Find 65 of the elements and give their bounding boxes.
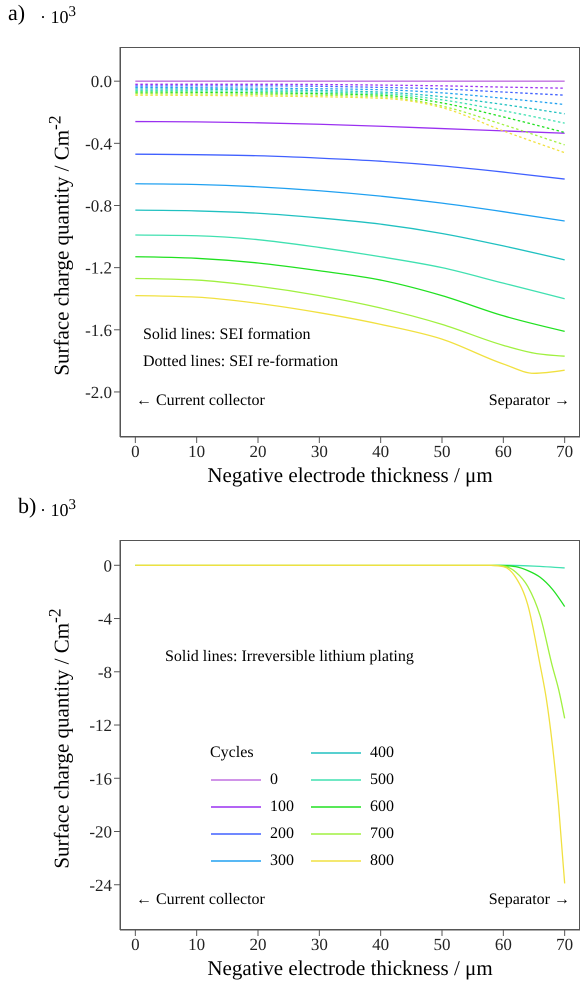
- line-series: [134, 85, 566, 96]
- x-tick-label: 10: [188, 442, 206, 462]
- y-tick-label: -4: [98, 610, 112, 629]
- legend-label: 500: [370, 770, 394, 788]
- legend-label: 800: [370, 852, 394, 870]
- chart-title: a): [8, 0, 26, 26]
- line-series: [134, 209, 566, 261]
- y-tick-label: -1.2: [85, 258, 112, 278]
- x-axis-title: Negative electrode thickness / μm: [206, 956, 494, 981]
- legend-label: 700: [370, 824, 394, 842]
- y-tick-label: -0.4: [85, 134, 112, 154]
- y-tick-label: -0.8: [85, 196, 112, 216]
- text: · 10$^{3}$: [40, 497, 76, 521]
- x-tick-label: 70: [556, 935, 574, 954]
- legend-title: Cycles: [210, 744, 254, 762]
- y-tick-label: -2.0: [85, 382, 112, 402]
- x-tick-label: 50: [434, 935, 450, 954]
- line-series: [134, 234, 566, 300]
- x-axis-title: Negative electrode thickness / μm: [206, 463, 494, 488]
- line-series: [134, 183, 566, 222]
- x-tick-label: 10: [188, 935, 206, 954]
- y-tick-label: 0: [104, 556, 112, 576]
- y-tick-label: 0.0: [90, 72, 112, 92]
- x-tick-label: 20: [250, 935, 266, 954]
- legend-label: 100: [270, 798, 294, 816]
- legend-label: 300: [270, 852, 294, 870]
- x-tick-label: 20: [250, 442, 266, 462]
- x-tick-label: 40: [372, 442, 390, 462]
- legend-label: 0: [270, 770, 278, 788]
- annotation: ← Current collector: [136, 891, 265, 909]
- x-tick-label: 30: [310, 935, 328, 954]
- x-tick-label: 60: [494, 442, 512, 462]
- chart-title: b): [18, 493, 36, 519]
- legend-label: 600: [370, 798, 394, 816]
- x-tick-label: 60: [494, 935, 512, 954]
- annotation: Separator →: [488, 392, 570, 410]
- annotation: ← Current collector: [136, 392, 265, 410]
- line-series: [134, 154, 566, 180]
- x-tick-label: 70: [556, 442, 574, 462]
- line-series: [134, 92, 566, 146]
- annotation: Solid lines: Irreversible lithium plating: [165, 648, 414, 666]
- annotation: Separator →: [488, 891, 570, 909]
- line-series: [134, 90, 566, 124]
- line-series: [134, 91, 566, 134]
- x-tick-label: 0: [131, 442, 140, 462]
- line-series: [134, 94, 566, 154]
- annotation: Solid lines: SEI formation: [143, 326, 311, 344]
- x-tick-label: 30: [310, 442, 328, 462]
- y-tick-label: -24: [89, 876, 112, 895]
- legend-label: 200: [270, 824, 294, 842]
- annotation: Dotted lines: SEI re-formation: [143, 353, 338, 371]
- text: · 10$^{3}$: [40, 4, 76, 28]
- line-series: [134, 88, 566, 114]
- y-tick-label: -20: [89, 822, 112, 842]
- x-tick-label: 50: [434, 442, 450, 462]
- x-tick-label: 0: [131, 935, 140, 954]
- line-series: [134, 294, 566, 374]
- line-series: [134, 120, 566, 134]
- y-tick-label: -16: [89, 769, 112, 788]
- y-tick-label: -12: [89, 716, 112, 736]
- legend-label: 400: [370, 744, 394, 762]
- y-tick-label: -1.6: [85, 320, 112, 340]
- x-tick-label: 40: [372, 935, 390, 954]
- y-tick-label: -8: [98, 662, 112, 682]
- line-series: [134, 564, 566, 884]
